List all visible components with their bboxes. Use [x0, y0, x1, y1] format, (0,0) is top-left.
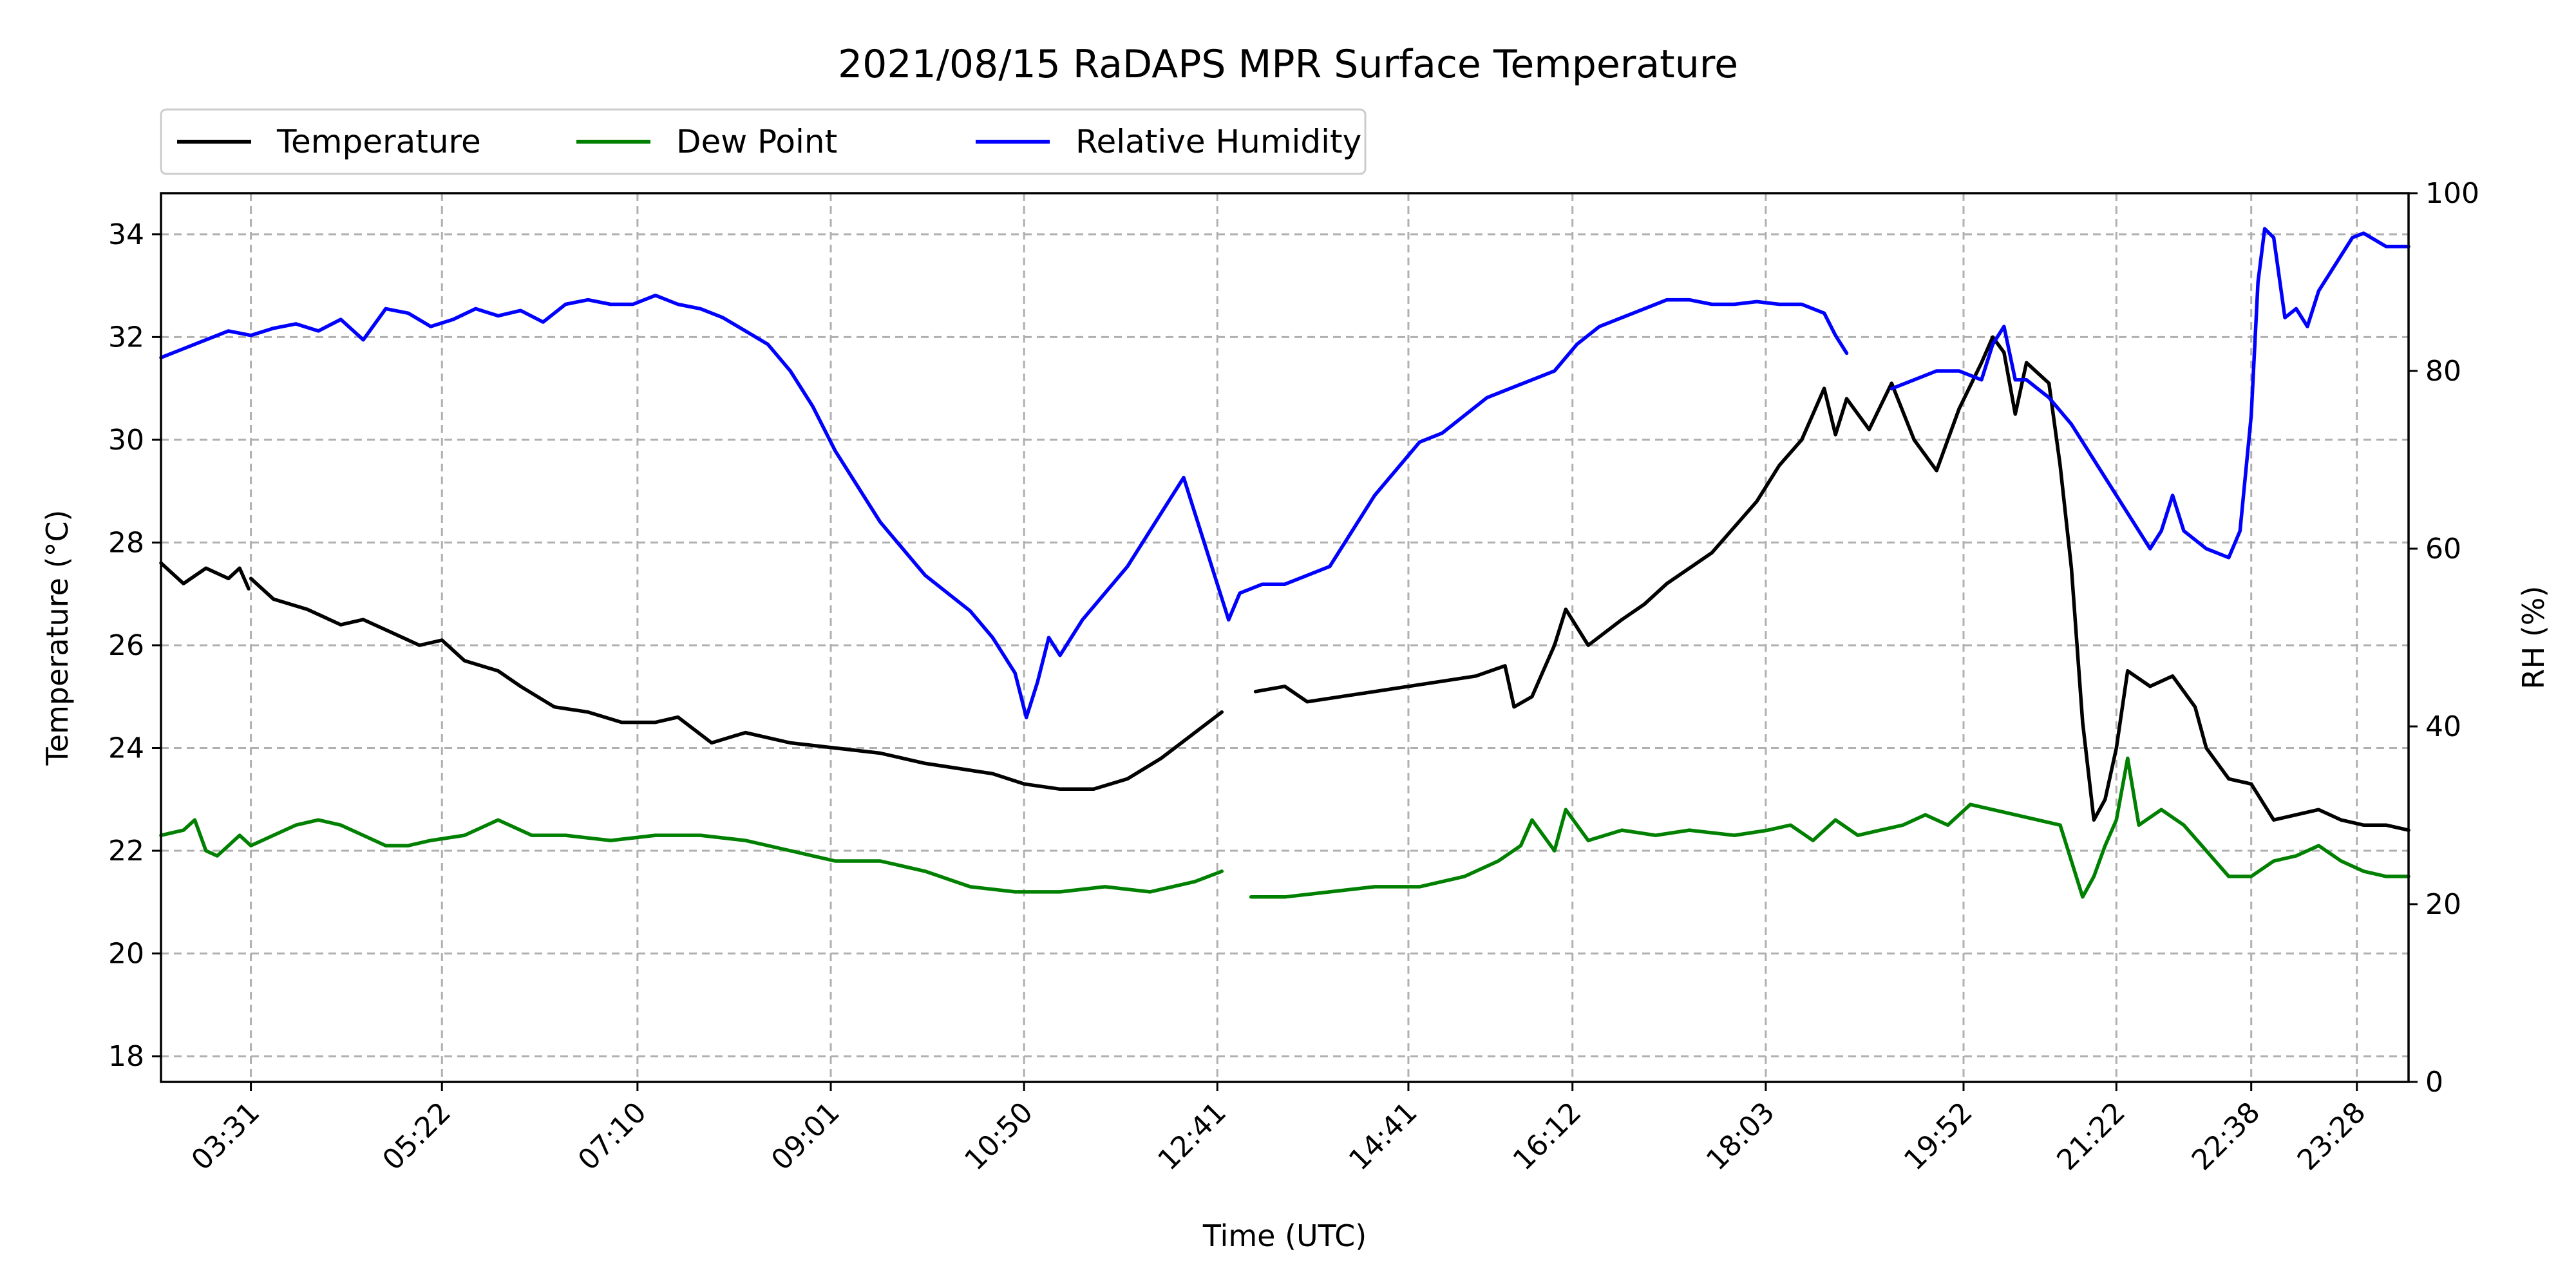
- y2-tick-label: 40: [2425, 710, 2461, 743]
- y-tick-label: 34: [108, 218, 144, 251]
- legend-label-dew-point: Dew Point: [676, 123, 837, 160]
- plot-lines: [159, 227, 2410, 899]
- legend-frame: [160, 108, 1367, 175]
- chart-title: 2021/08/15 RaDAPS MPR Surface Temperatur…: [838, 42, 1738, 87]
- y-tick-label: 32: [108, 321, 144, 354]
- y-tick-label: 20: [108, 938, 144, 971]
- y-axis-right-title: RH (%): [2516, 586, 2551, 690]
- series-line-dew-point: [1249, 756, 2410, 899]
- x-axis-title: Time (UTC): [1202, 1218, 1367, 1253]
- series-line-relative-humidity: [1889, 227, 2410, 560]
- y2-tick-label: 0: [2425, 1066, 2443, 1099]
- series-line-temperature: [159, 561, 251, 591]
- series-line-temperature: [1253, 335, 2410, 832]
- series-line-dew-point: [159, 818, 1224, 894]
- y2-tick-label: 100: [2425, 177, 2479, 210]
- y-tick-label: 26: [108, 629, 144, 662]
- legend-label-temperature: Temperature: [276, 123, 481, 160]
- series-line-relative-humidity: [159, 293, 1849, 719]
- y-tick-label: 28: [108, 526, 144, 559]
- y-axis-right: 0 20 40 60 80 100: [2409, 177, 2479, 1099]
- plot-frame: [160, 192, 2410, 1083]
- y2-tick-label: 60: [2425, 533, 2461, 565]
- y-tick-label: 30: [108, 424, 144, 457]
- y-tick-label: 24: [108, 732, 144, 765]
- y-axis-left: 18 20 22 24 26 28 30 32 34: [108, 218, 161, 1073]
- y-tick-label: 22: [108, 835, 144, 867]
- legend-label-relative-humidity: Relative Humidity: [1075, 123, 1361, 160]
- legend: Temperature Dew Point Relative Humidity: [160, 108, 1367, 175]
- y2-tick-label: 80: [2425, 355, 2461, 388]
- grid: [161, 193, 2409, 1082]
- y2-tick-label: 20: [2425, 888, 2461, 921]
- series-line-temperature: [249, 576, 1224, 791]
- y-axis-left-title: Temperature (°C): [40, 509, 75, 766]
- y-tick-label: 18: [108, 1040, 144, 1073]
